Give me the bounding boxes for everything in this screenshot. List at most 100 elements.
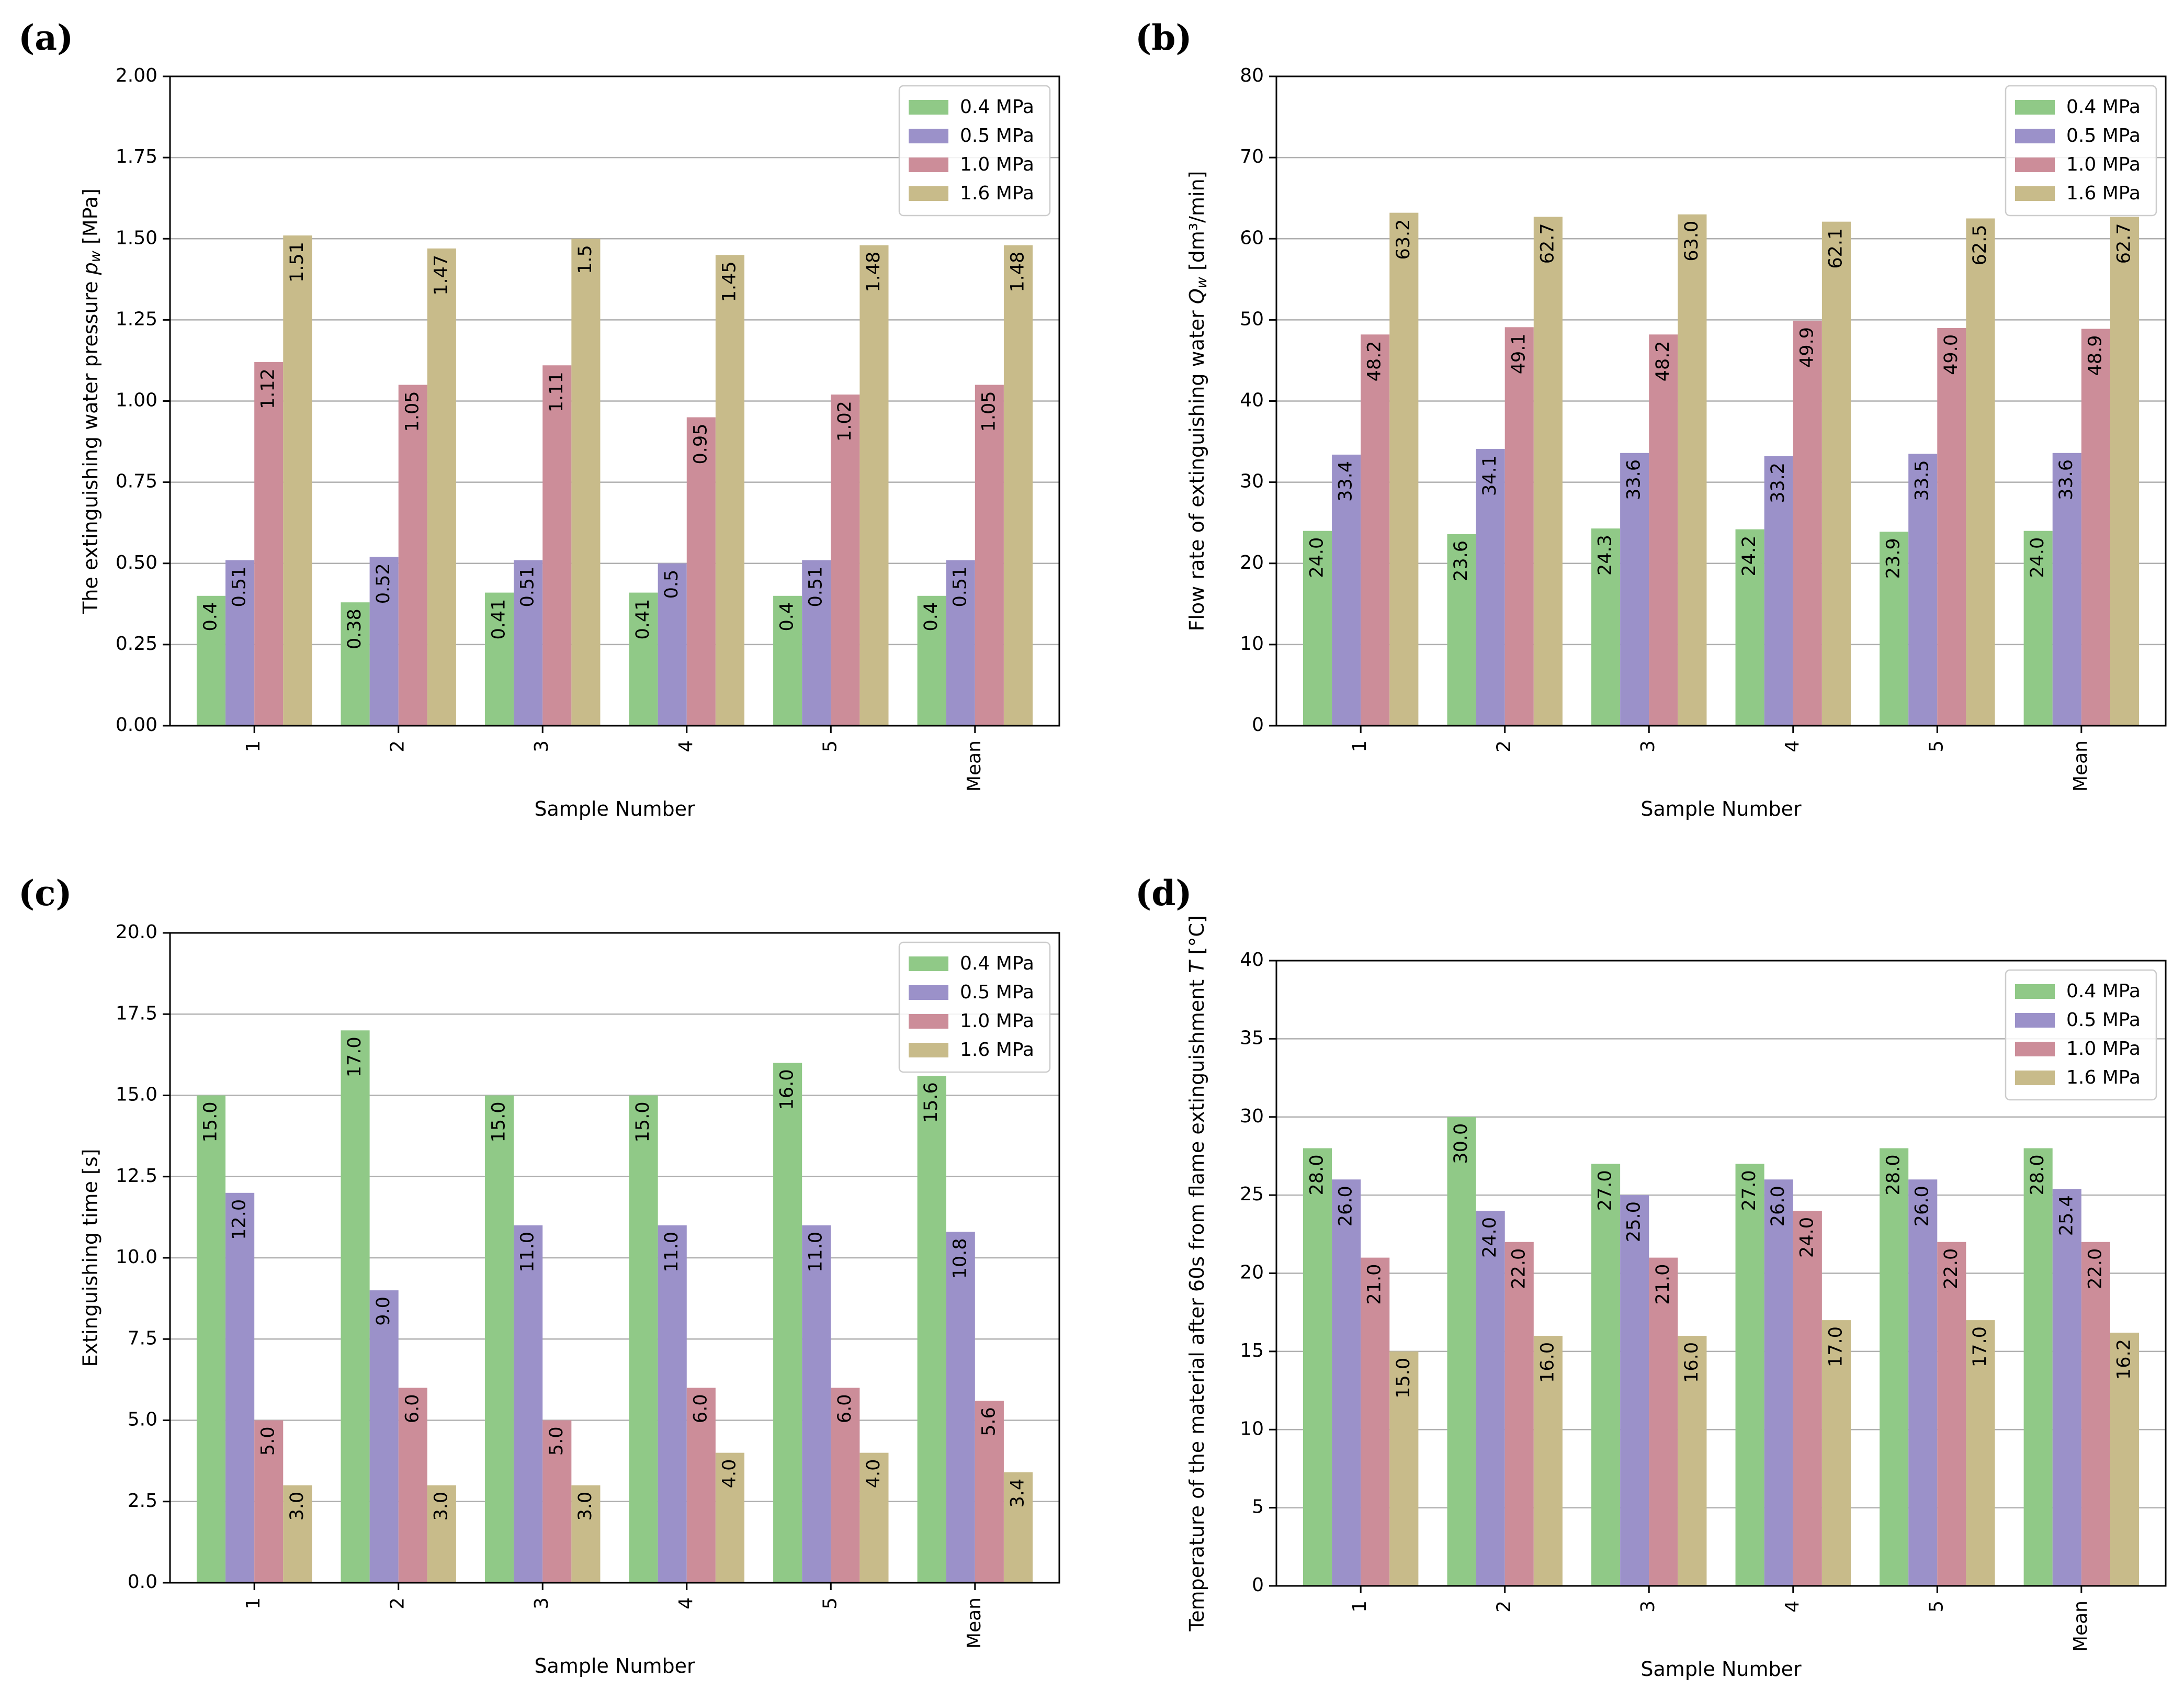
x-tick-label: 2 [387,1597,409,1609]
bar [1880,532,1909,726]
bar [1476,449,1505,726]
bar-value-label: 17.0 [1970,1326,1990,1367]
bar-value-label: 21.0 [1364,1264,1385,1305]
bar-value-label: 12.0 [229,1199,250,1240]
bar-value-label: 1.45 [719,261,740,302]
bar [1361,334,1390,726]
legend-swatch [2015,157,2055,172]
bar [1591,1164,1621,1586]
legend: 0.4 MPa 0.5 MPa 1.0 MPa 1.6 MPa [2005,85,2157,217]
legend-label: 0.4 MPa [2066,96,2141,118]
bar-value-label: 33.2 [1768,463,1789,503]
bar-value-label: 1.11 [546,371,567,412]
bar [225,1192,255,1583]
bar-value-label: 0.95 [690,424,711,465]
y-tick-label: 15.0 [116,1084,157,1106]
bar [859,1452,889,1583]
bar-value-label: 22.0 [1508,1248,1529,1289]
bar-value-label: 1.48 [863,252,884,292]
bar [485,1095,514,1583]
bar-value-label: 49.0 [1941,334,1962,375]
bar-value-label: 33.6 [1624,459,1645,500]
bar [514,1225,543,1583]
bar-value-label: 21.0 [1653,1264,1673,1305]
legend-swatch [2015,984,2055,999]
bar-value-label: 6.0 [690,1394,711,1423]
bar-value-label: 1.5 [575,245,596,274]
legend-box [2005,85,2157,217]
y-tick-label: 0.25 [116,633,157,655]
bar [283,1485,312,1583]
bar [686,417,716,726]
bar [254,362,284,726]
x-tick-label: Mean [2070,1601,2091,1652]
bar-value-label: 16.0 [1681,1342,1702,1383]
y-tick-label: 1.25 [116,308,157,330]
y-tick-label: 50 [1240,308,1264,330]
bar-value-label: 5.0 [258,1427,279,1456]
legend-label: 0.4 MPa [2066,981,2141,1002]
bar-value-label: 3.0 [431,1492,451,1521]
legend-label: 0.4 MPa [960,953,1034,974]
x-tick-label: 1 [1349,740,1371,752]
bar-value-label: 15.6 [921,1082,942,1123]
bar [485,592,514,726]
x-axis-title: Sample Number [1640,797,1802,820]
y-tick-label: 17.5 [116,1002,157,1024]
x-axis-title: Sample Number [534,797,695,820]
y-tick-label: 70 [1240,146,1264,167]
bar [1476,1211,1505,1586]
bar [514,560,543,726]
legend-swatch [909,129,948,143]
bar [2023,531,2053,726]
bar-value-label: 15.0 [200,1102,221,1143]
x-tick-label: 4 [1782,1601,1803,1613]
bar [369,1290,399,1583]
y-tick-label: 10 [1240,633,1264,655]
x-axis-title: Sample Number [534,1654,695,1677]
bar-value-label: 11.0 [806,1232,827,1272]
bar [196,595,226,726]
bar-value-label: 16.0 [777,1069,798,1110]
axes-frame [1275,960,2167,1587]
bar-value-label: 5.6 [978,1407,999,1436]
bar-value-label: 24.0 [1479,1217,1500,1258]
bar [1003,1472,1033,1583]
y-tick-label: 40 [1240,390,1264,411]
legend-swatch [909,985,948,1000]
chart-panel-a: (a) 0.00 0.25 0.50 0.75 1.00 1.25 1.50 1.75 2.00 0… [18,17,1060,820]
bar [686,1388,716,1583]
bar-value-label: 24.0 [2027,537,2048,578]
bar-value-label: 1.05 [402,391,423,432]
y-tick-label: 5 [1252,1496,1264,1518]
bar [1735,529,1764,726]
bar-value-label: 0.41 [632,599,653,640]
x-tick-label: 4 [675,740,697,752]
legend-swatch [2015,129,2055,143]
bar [283,235,312,726]
bar-value-label: 62.7 [1537,223,1558,264]
bar [1003,245,1033,726]
bar [658,563,687,726]
bar-value-label: 6.0 [402,1394,423,1423]
x-tick-label: 1 [243,1597,264,1609]
bar-value-label: 27.0 [1595,1170,1616,1211]
bar [427,1485,456,1583]
y-tick-label: 0.0 [128,1571,157,1593]
y-tick-label: 12.5 [116,1165,157,1187]
bar [1504,1242,1534,1586]
legend-box [2005,969,2157,1101]
legend-label: 0.4 MPa [960,96,1034,118]
bar-value-label: 28.0 [1307,1155,1328,1196]
y-tick-label: 5.0 [128,1409,157,1430]
panel-letter: (b) [1135,17,1192,58]
legend-label: 1.0 MPa [2066,1038,2141,1060]
legend: 0.4 MPa 0.5 MPa 1.0 MPa 1.6 MPa [898,85,1051,217]
bar [1649,334,1678,726]
bar-value-label: 22.0 [2085,1248,2106,1289]
bar-value-label: 49.9 [1796,327,1817,368]
bar [802,560,831,726]
x-tick-label: 5 [1926,1601,1947,1613]
bar [1447,1117,1476,1586]
y-tick-label: 1.75 [116,146,157,167]
